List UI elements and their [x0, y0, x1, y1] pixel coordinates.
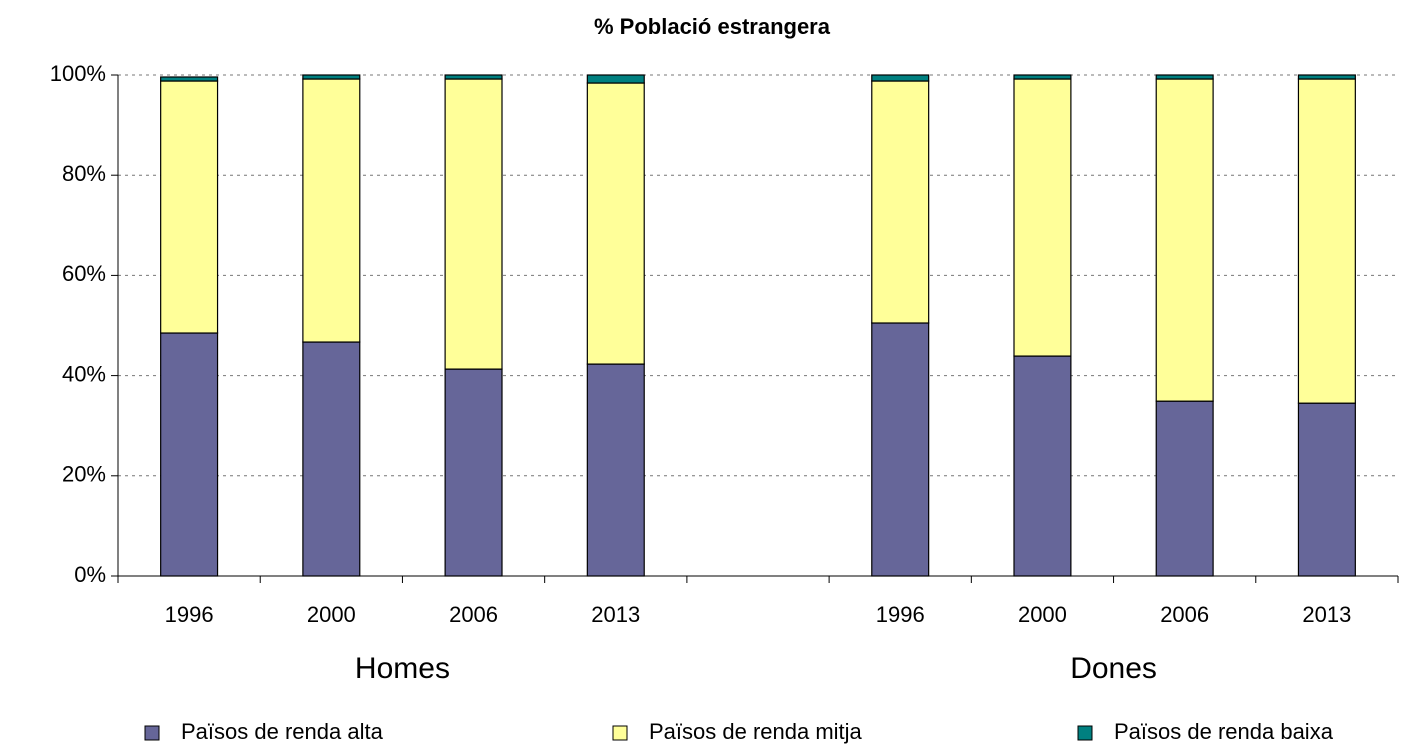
bar-segment: [1155, 78, 1214, 402]
legend-swatch: [1077, 725, 1093, 741]
bar-segment: [1013, 74, 1072, 80]
bar-segment: [1297, 78, 1356, 404]
y-tick-label: 80%: [62, 161, 106, 186]
x-tick-label: 2013: [591, 602, 640, 627]
bar-segment: [586, 74, 645, 84]
y-tick-label: 60%: [62, 261, 106, 286]
x-tick-label: 2006: [1160, 602, 1209, 627]
legend-label: Països de renda mitja: [649, 719, 863, 744]
group-label: Dones: [1070, 652, 1157, 685]
bar-segment: [160, 80, 219, 334]
bar-segment: [302, 341, 361, 577]
legend-label: Països de renda baixa: [1114, 719, 1334, 744]
bar-segment: [586, 82, 645, 365]
legend-swatch: [144, 725, 160, 741]
bar-segment: [1155, 400, 1214, 577]
x-tick-label: 1996: [876, 602, 925, 627]
bar-segment: [871, 74, 930, 82]
bar-segment: [1013, 78, 1072, 357]
y-tick-label: 100%: [50, 61, 106, 86]
x-tick-label: 2006: [449, 602, 498, 627]
legend-label: Països de renda alta: [181, 719, 384, 744]
x-tick-label: 2000: [307, 602, 356, 627]
bar-segment: [160, 76, 219, 82]
bar-segment: [871, 322, 930, 577]
bar-segment: [586, 363, 645, 577]
bar-segment: [160, 332, 219, 577]
bar-segment: [1297, 402, 1356, 577]
x-tick-label: 1996: [165, 602, 214, 627]
x-tick-label: 2013: [1302, 602, 1351, 627]
bar-segment: [302, 78, 361, 343]
group-label: Homes: [355, 652, 450, 685]
bar-segment: [871, 80, 930, 324]
chart-title: % Població estrangera: [594, 14, 831, 39]
legend-swatch: [612, 725, 628, 741]
bar-segment: [302, 74, 361, 80]
bar-segment: [1155, 74, 1214, 80]
y-tick-label: 40%: [62, 361, 106, 386]
x-tick-label: 2000: [1018, 602, 1067, 627]
y-tick-label: 20%: [62, 462, 106, 487]
y-tick-label: 0%: [74, 562, 106, 587]
bar-segment: [444, 368, 503, 577]
bar-segment: [1297, 74, 1356, 80]
bar-segment: [444, 74, 503, 80]
bar-segment: [444, 78, 503, 370]
bar-segment: [1013, 355, 1072, 577]
